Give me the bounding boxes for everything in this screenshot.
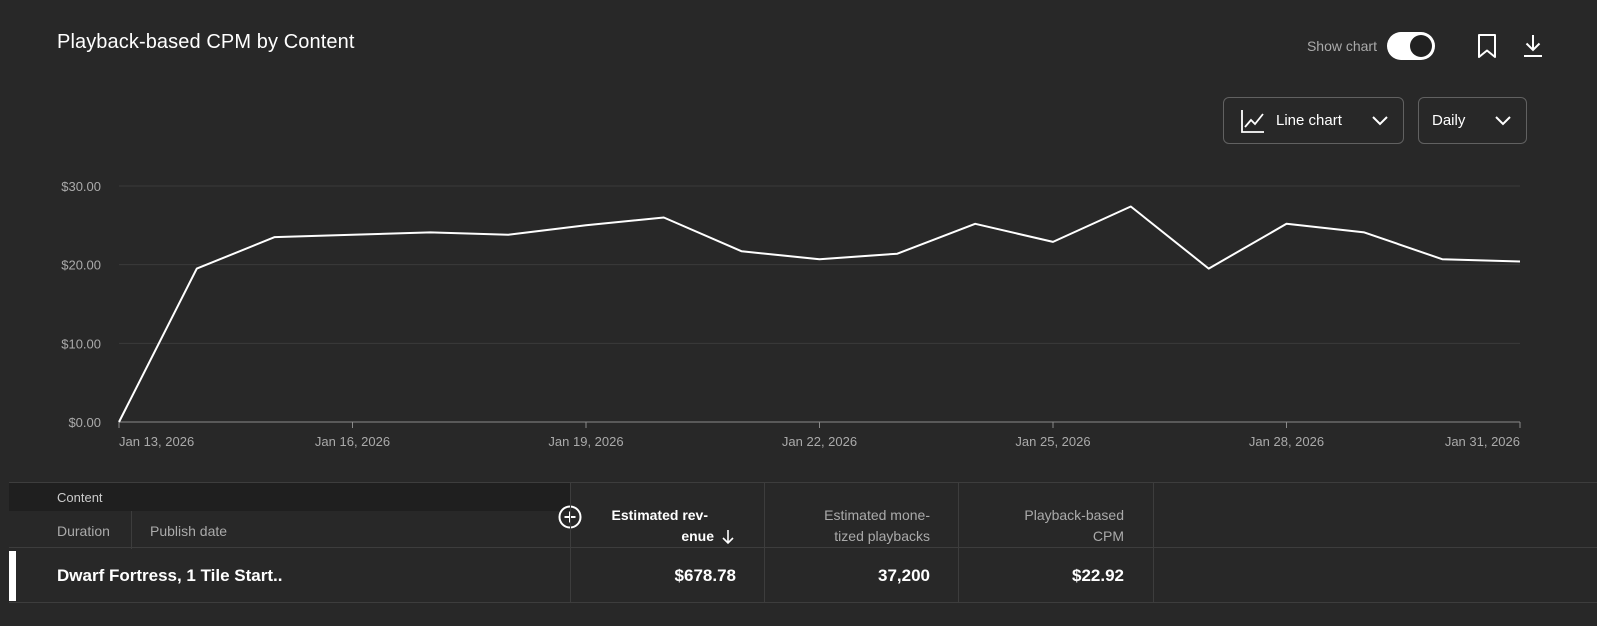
- x-tick-label: Jan 19, 2026: [548, 434, 623, 449]
- x-tick-label: Jan 31, 2026: [1445, 434, 1520, 449]
- column-divider: [1153, 482, 1154, 602]
- line-chart-icon: [1241, 109, 1264, 133]
- column-divider: [958, 482, 959, 602]
- show-chart-toggle[interactable]: [1387, 32, 1435, 60]
- column-divider: [764, 482, 765, 602]
- header-divider: [131, 511, 132, 549]
- bookmark-icon: [1478, 34, 1496, 58]
- download-icon: [1524, 35, 1542, 57]
- y-tick-label: $0.00: [68, 415, 101, 430]
- publish-date-header[interactable]: Publish date: [150, 523, 228, 539]
- revenue-cell: $678.78: [674, 566, 736, 585]
- estimated-revenue-line1: Estimated rev-: [611, 507, 708, 523]
- download-button[interactable]: [1519, 32, 1547, 60]
- cpm-line-chart: $0.00 $10.00 $20.00 $30.00 Jan 13, 2026 Jan …: [61, 179, 1521, 449]
- estimated-revenue-line2: enue: [681, 528, 714, 544]
- playback-cpm-header[interactable]: Playback-based CPM: [1024, 505, 1124, 547]
- period-dropdown[interactable]: Daily: [1418, 97, 1527, 144]
- x-tick-label: Jan 22, 2026: [782, 434, 857, 449]
- estimated-playbacks-header[interactable]: Estimated mone- tized playbacks: [824, 505, 930, 547]
- cpm-cell: $22.92: [1072, 566, 1124, 585]
- chevron-down-icon: [1372, 116, 1388, 126]
- chart-toolbar: Show chart: [1307, 30, 1547, 62]
- series-line: [118, 205, 1521, 423]
- toggle-knob: [1410, 35, 1432, 57]
- table-row[interactable]: Dwarf Fortress, 1 Tile Start.. $678.78 3…: [9, 549, 1597, 603]
- content-header-label: Content: [57, 490, 103, 505]
- row-selection-marker: [9, 551, 16, 601]
- y-tick-label: $20.00: [61, 258, 101, 273]
- period-label: Daily: [1432, 112, 1466, 129]
- bookmark-button[interactable]: [1473, 32, 1501, 60]
- estimated-playbacks-line2: tized playbacks: [834, 528, 930, 544]
- chart-type-dropdown[interactable]: Line chart: [1223, 97, 1404, 144]
- x-tick-label: Jan 25, 2026: [1015, 434, 1090, 449]
- estimated-revenue-header[interactable]: Estimated rev- enue: [612, 505, 736, 547]
- chevron-down-icon: [1495, 116, 1511, 126]
- x-tick-label: Jan 16, 2026: [315, 434, 390, 449]
- duration-header[interactable]: Duration: [57, 523, 110, 539]
- arrow-down-icon: [722, 530, 734, 545]
- estimated-playbacks-line1: Estimated mone-: [824, 507, 930, 523]
- column-divider: [570, 482, 571, 602]
- x-tick-label: Jan 13, 2026: [119, 434, 194, 449]
- y-tick-label: $30.00: [61, 179, 101, 194]
- content-column-header: Content: [9, 483, 571, 511]
- y-tick-label: $10.00: [61, 336, 101, 351]
- page-title: Playback-based CPM by Content: [57, 31, 355, 53]
- playback-cpm-line2: CPM: [1092, 528, 1124, 544]
- playback-cpm-line1: Playback-based: [1024, 507, 1124, 523]
- chart-type-label: Line chart: [1276, 112, 1342, 129]
- show-chart-label: Show chart: [1306, 38, 1377, 54]
- x-tick-label: Jan 28, 2026: [1249, 434, 1324, 449]
- table-header: Content Duration Publish date Estimated …: [9, 482, 1597, 549]
- content-title[interactable]: Dwarf Fortress, 1 Tile Start..: [57, 566, 283, 585]
- playbacks-cell: 37,200: [878, 566, 930, 585]
